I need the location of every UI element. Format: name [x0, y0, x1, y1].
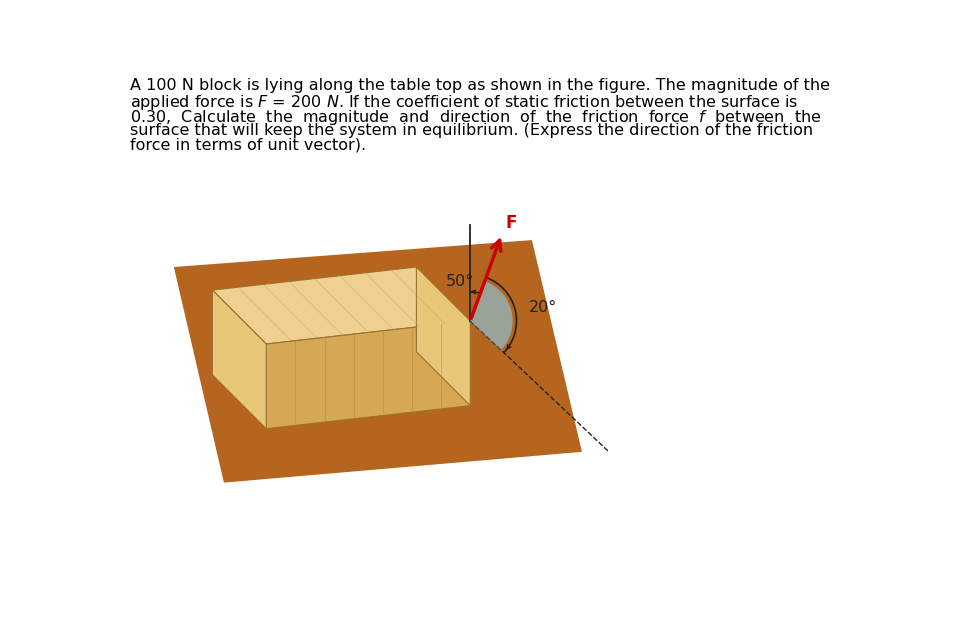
- Polygon shape: [266, 321, 470, 428]
- Polygon shape: [174, 240, 582, 483]
- Polygon shape: [213, 290, 266, 428]
- Text: surface that will keep the system in equilibrium. (Express the direction of the : surface that will keep the system in equ…: [130, 122, 813, 138]
- Polygon shape: [213, 267, 470, 344]
- Text: A 100 N block is lying along the table top as shown in the figure. The magnitude: A 100 N block is lying along the table t…: [130, 78, 830, 93]
- Polygon shape: [417, 267, 470, 406]
- Wedge shape: [470, 281, 513, 350]
- Text: applied force is $F$ = 200 $N$. If the coefficient of static friction between th: applied force is $F$ = 200 $N$. If the c…: [130, 93, 798, 112]
- Text: F: F: [506, 214, 518, 232]
- Text: 20°: 20°: [529, 299, 557, 315]
- Text: 50°: 50°: [446, 274, 474, 289]
- Text: 0.30,  Calculate  the  magnitude  and  direction  of  the  friction  force  $f$ : 0.30, Calculate the magnitude and direct…: [130, 107, 821, 127]
- Text: force in terms of unit vector).: force in terms of unit vector).: [130, 138, 366, 153]
